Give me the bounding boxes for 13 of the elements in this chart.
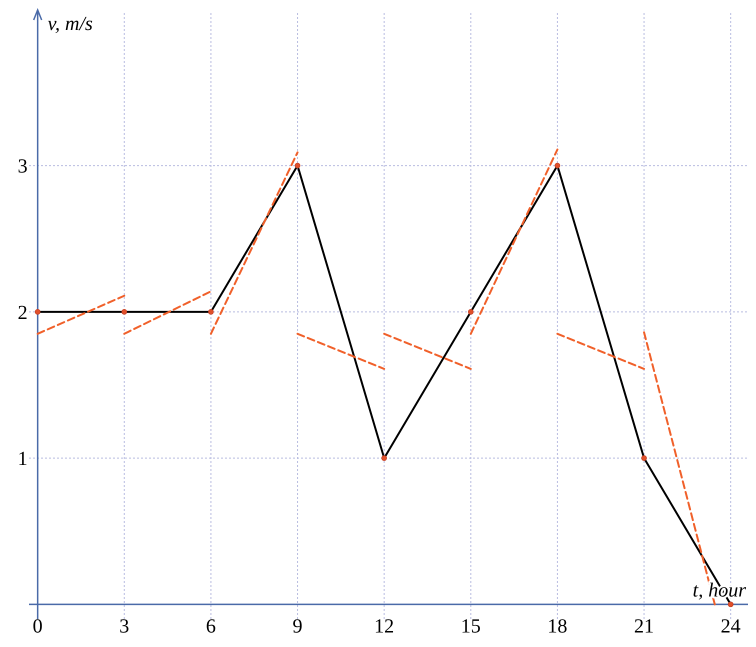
x-tick-label: 12 [374,615,394,638]
y-tick-label: 1 [18,448,28,470]
x-tick-label: 0 [32,615,43,638]
y-tick-label: 3 [18,156,28,178]
y-axis-title: v, m/s [48,13,94,35]
x-tick-label: 9 [292,615,303,638]
x-tick-label: 15 [460,615,481,638]
x-tick-label: 18 [547,615,568,638]
y-tick-label: 2 [18,302,28,324]
x-tick-label: 6 [206,615,216,638]
x-tick-label: 21 [634,615,654,638]
x-tick-label: 24 [720,615,741,638]
x-tick-label: 3 [119,615,130,638]
